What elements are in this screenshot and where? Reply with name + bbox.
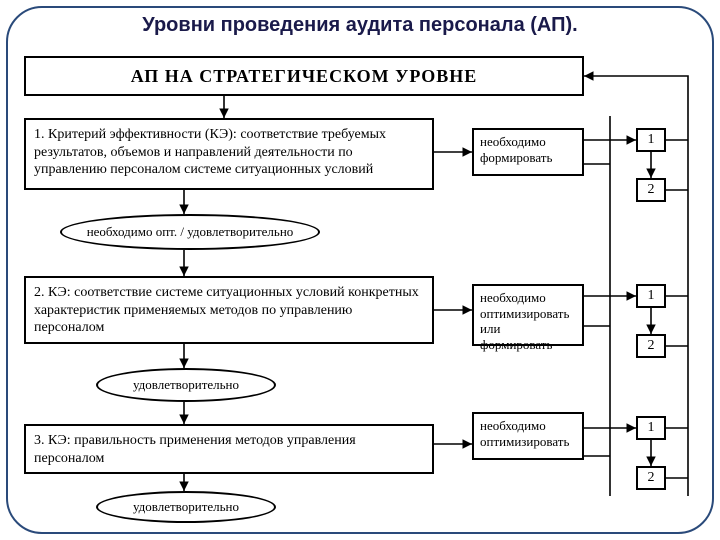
header-box: АП НА СТРАТЕГИЧЕСКОМ УРОВНЕ [24, 56, 584, 96]
decision-ellipse-3: удовлетворительно [96, 491, 276, 523]
decision-ellipse-2: удовлетворительно [96, 368, 276, 402]
criterion-box-1: 1. Критерий эффективности (КЭ): соответс… [24, 118, 434, 190]
criterion-box-2: 2. КЭ: соответствие системе ситуационных… [24, 276, 434, 344]
num-box-2c: 2 [636, 466, 666, 490]
slide-title: Уровни проведения аудита персонала (АП). [0, 14, 720, 37]
num-box-2a: 2 [636, 178, 666, 202]
side-action-1: необходимо формировать [472, 128, 584, 176]
num-box-1b: 1 [636, 284, 666, 308]
side-action-2: необходимо оптимизировать или формироват… [472, 284, 584, 346]
criterion-box-3: 3. КЭ: правильность применения методов у… [24, 424, 434, 474]
decision-ellipse-1: необходимо опт. / удовлетворительно [60, 214, 320, 250]
num-box-1a: 1 [636, 128, 666, 152]
diagram-canvas: АП НА СТРАТЕГИЧЕСКОМ УРОВНЕ 1. Критерий … [24, 56, 696, 524]
num-box-1c: 1 [636, 416, 666, 440]
num-box-2b: 2 [636, 334, 666, 358]
side-action-3: необходимо оптимизировать [472, 412, 584, 460]
